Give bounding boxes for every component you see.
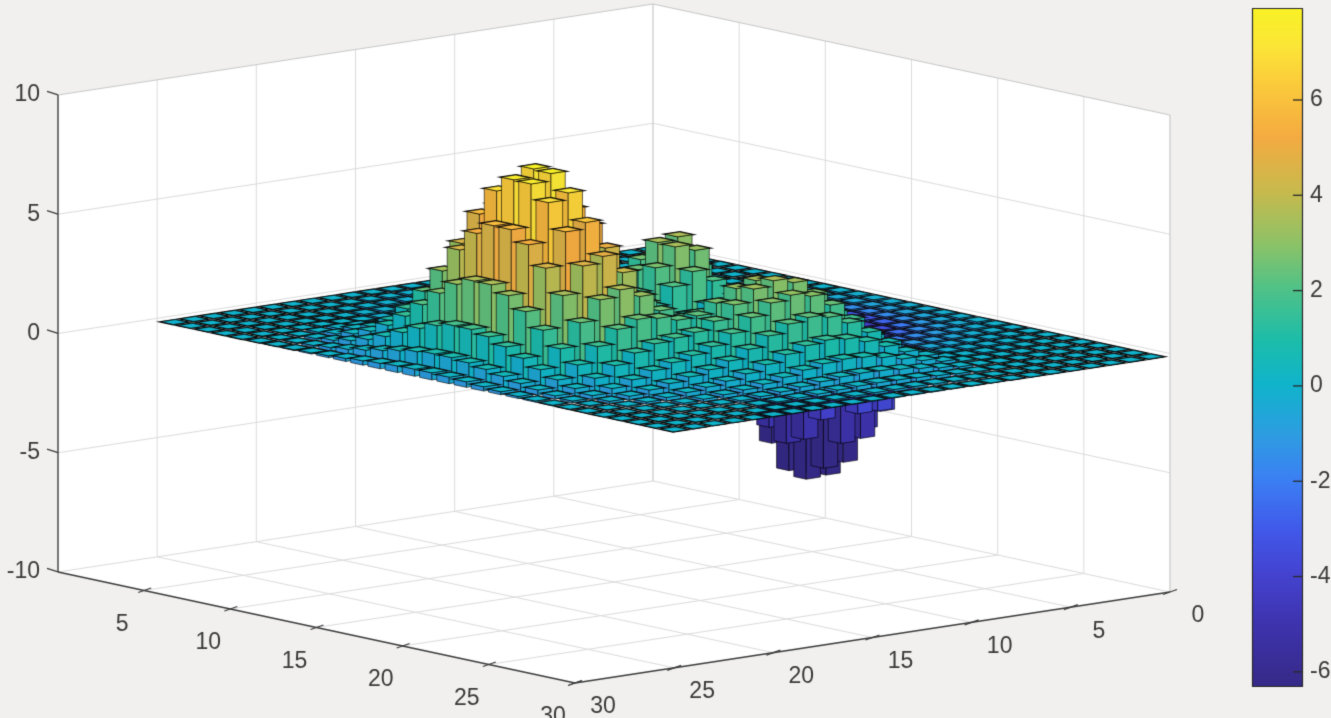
bar3-chart-canvas xyxy=(0,0,1331,718)
figure-window xyxy=(0,0,1331,718)
